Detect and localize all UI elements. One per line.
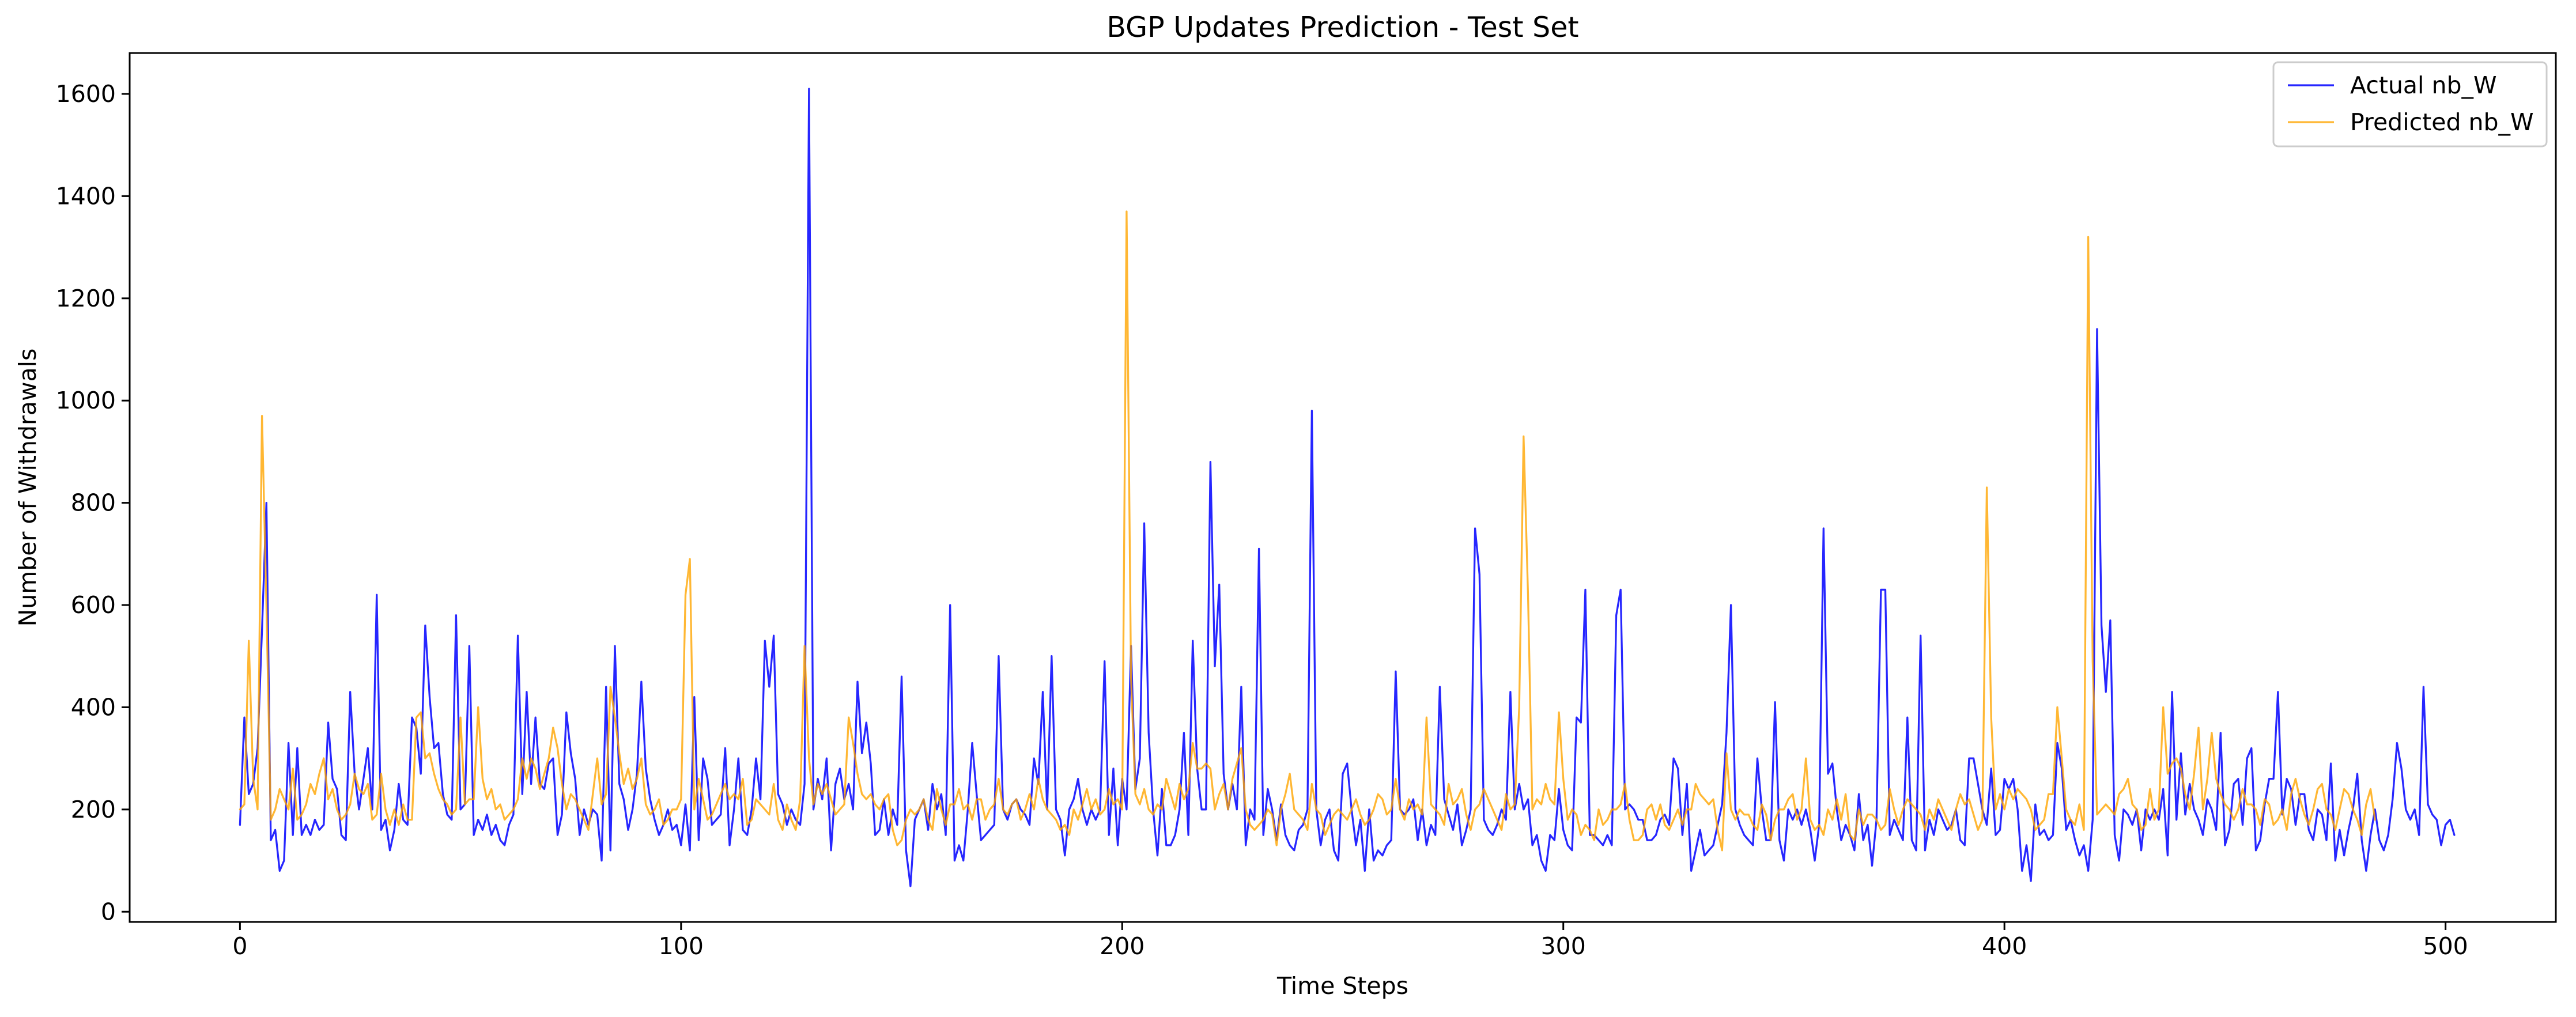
y-axis-title: Number of Withdrawals xyxy=(14,349,41,627)
y-tick-label: 1600 xyxy=(56,80,116,108)
x-tick-label: 100 xyxy=(659,932,704,960)
x-tick-label: 400 xyxy=(1982,932,2027,960)
x-tick-label: 200 xyxy=(1100,932,1145,960)
series-group xyxy=(239,88,2456,887)
y-tick-label: 200 xyxy=(71,796,116,823)
y-tick-label: 0 xyxy=(101,898,116,925)
y-tick-label: 1200 xyxy=(56,285,116,312)
legend: Actual nb_W Predicted nb_W xyxy=(2272,61,2548,148)
plot-frame xyxy=(129,52,2557,923)
series-line-predicted xyxy=(239,210,2376,852)
x-tick-label: 0 xyxy=(232,932,247,960)
x-tick-label: 500 xyxy=(2423,932,2468,960)
series-line-actual xyxy=(239,88,2456,887)
legend-label: Actual nb_W xyxy=(2350,71,2497,99)
y-tick-label: 400 xyxy=(71,693,116,721)
y-tick-label: 1000 xyxy=(56,387,116,414)
y-axis-ticks: 0 200 400 600 800 1000 1200 1400 1600 xyxy=(56,80,130,925)
y-tick-label: 800 xyxy=(71,489,116,517)
y-tick-label: 600 xyxy=(71,591,116,619)
x-axis-title: Time Steps xyxy=(1276,972,1408,1000)
legend-label: Predicted nb_W xyxy=(2350,108,2534,136)
legend-box xyxy=(2272,61,2548,148)
x-axis-ticks: 0 100 200 300 400 500 xyxy=(232,922,2468,960)
x-tick-label: 300 xyxy=(1541,932,1586,960)
chart-title: BGP Updates Prediction - Test Set xyxy=(1106,11,1578,44)
plot-area: 0 100 200 300 400 500 0 200 400 600 800 1000 1200 14… xyxy=(56,52,2557,960)
y-tick-label: 1400 xyxy=(56,182,116,210)
